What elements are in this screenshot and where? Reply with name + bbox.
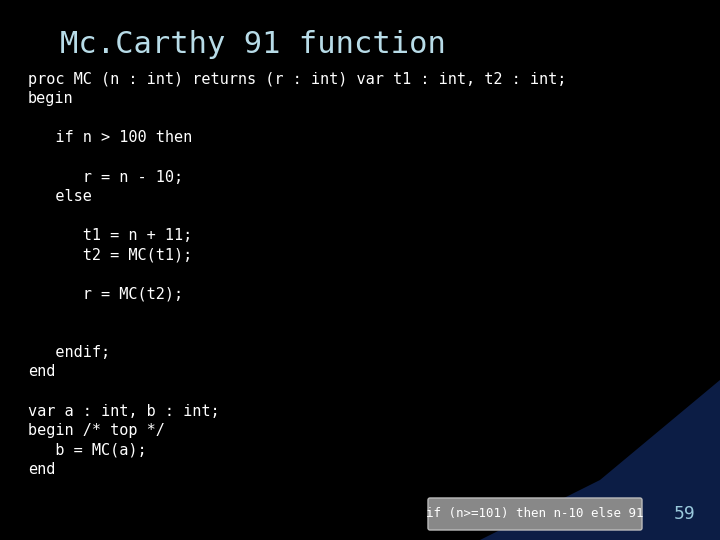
Text: 59: 59 <box>674 505 696 523</box>
Text: var a : int, b : int;: var a : int, b : int; <box>28 403 220 418</box>
Text: r = MC(t2);: r = MC(t2); <box>28 287 183 301</box>
Text: else: else <box>28 189 92 204</box>
Text: t2 = MC(t1);: t2 = MC(t1); <box>28 247 192 262</box>
Text: endif;: endif; <box>28 345 110 360</box>
Text: proc MC (n : int) returns (r : int) var t1 : int, t2 : int;: proc MC (n : int) returns (r : int) var … <box>28 72 567 87</box>
Text: end: end <box>28 462 55 477</box>
Text: if n > 100 then: if n > 100 then <box>28 131 192 145</box>
Text: b = MC(a);: b = MC(a); <box>28 442 147 457</box>
FancyBboxPatch shape <box>428 498 642 530</box>
Text: begin /* top */: begin /* top */ <box>28 423 165 438</box>
Text: t1 = n + 11;: t1 = n + 11; <box>28 228 192 243</box>
Text: begin: begin <box>28 91 73 106</box>
Text: r = n - 10;: r = n - 10; <box>28 170 183 185</box>
Text: if (n>=101) then n-10 else 91: if (n>=101) then n-10 else 91 <box>426 508 644 521</box>
Text: end: end <box>28 364 55 380</box>
Text: Mc.Carthy 91 function: Mc.Carthy 91 function <box>60 30 446 59</box>
Polygon shape <box>480 380 720 540</box>
